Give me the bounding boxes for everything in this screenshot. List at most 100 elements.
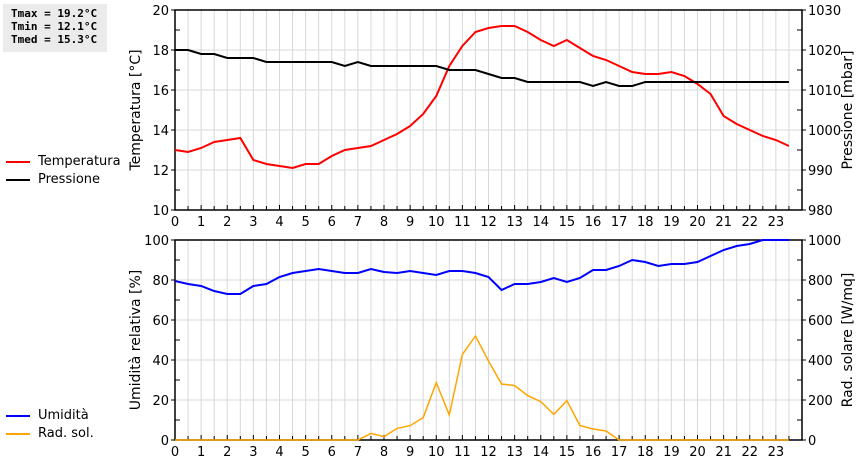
x-tick-label: 22 — [741, 445, 758, 460]
legend-swatch — [6, 160, 30, 163]
y-tick-label: 16 — [152, 84, 169, 99]
y2-axis-title: Pressione [mbar] — [840, 50, 856, 169]
x-tick-label: 3 — [249, 215, 257, 230]
series-line-temperatura — [174, 25, 790, 170]
x-tick-label: 1 — [197, 215, 205, 230]
legend-pressione: Pressione — [6, 172, 100, 187]
x-tick-label: 13 — [506, 215, 523, 230]
plot-frame — [174, 239, 803, 441]
y-tick-label: 12 — [152, 164, 169, 179]
x-tick-label: 5 — [301, 445, 309, 460]
y-tick-label: 20 — [152, 4, 169, 19]
legend-umidita: Umidità — [6, 408, 89, 423]
x-tick-label: 21 — [715, 445, 732, 460]
x-tick-label: 12 — [480, 215, 497, 230]
x-tick-label: 16 — [585, 445, 602, 460]
legend-label: Temperatura — [38, 154, 121, 169]
legend-label: Pressione — [38, 172, 101, 187]
x-tick-label: 11 — [454, 215, 471, 230]
legend-temperatura: Temperatura — [6, 154, 121, 169]
y-axis-title: Umidità relativa [%] — [128, 270, 144, 411]
legend-label: Umidità — [38, 408, 89, 423]
y-tick-label: 0 — [161, 434, 169, 449]
series-line-umidit- — [174, 239, 789, 295]
y2-tick-label: 1000 — [808, 234, 841, 249]
legend-rad-sol: Rad. sol. — [6, 426, 94, 441]
x-tick-label: 14 — [532, 215, 549, 230]
legend-swatch — [6, 432, 30, 435]
x-tick-label: 23 — [768, 215, 785, 230]
x-tick-label: 10 — [428, 215, 445, 230]
x-tick-label: 6 — [328, 445, 336, 460]
y2-tick-label: 1020 — [808, 44, 841, 59]
x-tick-label: 13 — [506, 445, 523, 460]
x-tick-label: 2 — [223, 215, 231, 230]
x-tick-label: 0 — [171, 215, 179, 230]
y2-tick-label: 1000 — [808, 124, 841, 139]
legend-label: Rad. sol. — [38, 426, 94, 441]
legend-swatch — [6, 414, 30, 417]
y-tick-label: 14 — [152, 124, 169, 139]
y-tick-label: 80 — [152, 274, 169, 289]
x-tick-label: 21 — [715, 215, 732, 230]
x-tick-label: 18 — [637, 215, 654, 230]
y-tick-label: 10 — [152, 204, 169, 219]
x-tick-label: 2 — [223, 445, 231, 460]
x-tick-label: 11 — [454, 445, 471, 460]
x-tick-label: 9 — [406, 215, 414, 230]
y2-tick-label: 600 — [808, 314, 833, 329]
y-tick-label: 20 — [152, 394, 169, 409]
x-tick-label: 15 — [559, 445, 576, 460]
x-tick-label: 7 — [354, 445, 362, 460]
x-tick-label: 9 — [406, 445, 414, 460]
plot-frame — [174, 9, 803, 211]
x-tick-label: 0 — [171, 445, 179, 460]
x-tick-label: 8 — [380, 215, 388, 230]
x-tick-label: 10 — [428, 445, 445, 460]
series-line-pressione — [175, 49, 789, 88]
y2-tick-label: 980 — [808, 204, 833, 219]
y2-tick-label: 990 — [808, 164, 833, 179]
y-tick-label: 100 — [144, 234, 169, 249]
y-axis-title: Temperatura [°C] — [128, 49, 144, 171]
legend-swatch — [6, 178, 30, 181]
y2-tick-label: 400 — [808, 354, 833, 369]
x-tick-label: 17 — [611, 215, 628, 230]
x-tick-label: 20 — [689, 445, 706, 460]
x-tick-label: 23 — [768, 445, 785, 460]
tmed-text: Tmed = 15.3°C — [11, 33, 98, 46]
tmax-text: Tmax = 19.2°C — [11, 7, 98, 20]
y2-tick-label: 1030 — [808, 4, 841, 19]
x-tick-label: 15 — [559, 215, 576, 230]
x-tick-label: 12 — [480, 445, 497, 460]
x-tick-label: 20 — [689, 215, 706, 230]
x-tick-label: 6 — [328, 215, 336, 230]
y2-tick-label: 0 — [808, 434, 816, 449]
x-tick-label: 7 — [354, 215, 362, 230]
y2-tick-label: 200 — [808, 394, 833, 409]
x-tick-label: 19 — [663, 215, 680, 230]
x-tick-label: 8 — [380, 445, 388, 460]
x-tick-label: 14 — [532, 445, 549, 460]
y-tick-label: 40 — [152, 354, 169, 369]
series-line-rad-sol- — [175, 334, 789, 441]
x-tick-label: 4 — [275, 445, 283, 460]
y2-tick-label: 1010 — [808, 84, 841, 99]
x-tick-label: 4 — [275, 215, 283, 230]
x-tick-label: 1 — [197, 445, 205, 460]
x-tick-label: 22 — [741, 215, 758, 230]
y-tick-label: 60 — [152, 314, 169, 329]
tmin-text: Tmin = 12.1°C — [11, 20, 98, 33]
x-tick-label: 19 — [663, 445, 680, 460]
y2-tick-label: 800 — [808, 274, 833, 289]
y2-axis-title: Rad. solare [W/mq] — [840, 273, 856, 408]
stats-box: Tmax = 19.2°C Tmin = 12.1°C Tmed = 15.3°… — [3, 4, 107, 52]
x-tick-label: 17 — [611, 445, 628, 460]
y-tick-label: 18 — [152, 44, 169, 59]
x-tick-label: 18 — [637, 445, 654, 460]
x-tick-label: 5 — [301, 215, 309, 230]
